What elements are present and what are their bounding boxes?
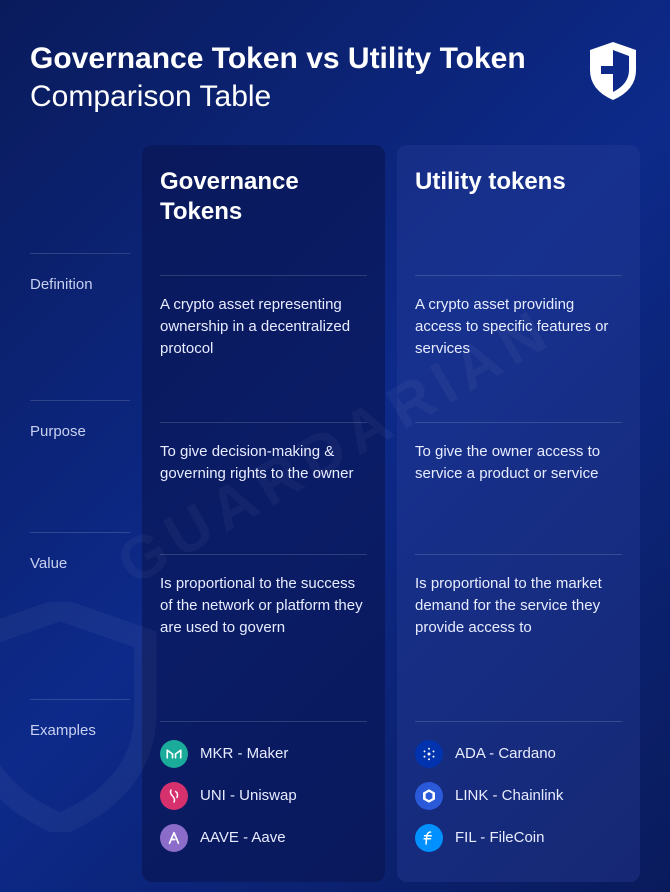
row-label-examples: Examples bbox=[30, 718, 130, 838]
infographic-container: GUARDARIAN Governance Token vs Utility T… bbox=[0, 0, 670, 892]
utility-value: Is proportional to the market demand for… bbox=[415, 573, 622, 703]
example-label: ADA - Cardano bbox=[455, 743, 556, 765]
brand-logo-icon bbox=[586, 40, 640, 102]
utility-definition: A crypto asset providing access to speci… bbox=[415, 294, 622, 404]
example-label: FIL - FileCoin bbox=[455, 827, 544, 849]
example-label: UNI - Uniswap bbox=[200, 785, 297, 807]
example-item: FIL - FileCoin bbox=[415, 824, 622, 852]
governance-header: Governance Tokens bbox=[160, 167, 367, 257]
title-light: Comparison Table bbox=[30, 80, 271, 113]
label-column: Definition Purpose Value Examples bbox=[30, 145, 130, 882]
example-item: UNI - Uniswap bbox=[160, 782, 367, 810]
row-label-purpose: Purpose bbox=[30, 419, 130, 514]
label-spacer bbox=[30, 145, 130, 235]
link-icon bbox=[415, 782, 443, 810]
example-item: MKR - Maker bbox=[160, 740, 367, 768]
comparison-table: Definition Purpose Value Examples Govern… bbox=[30, 145, 640, 882]
utility-examples: ADA - Cardano LINK - Chainlink FIL - FileC… bbox=[415, 740, 622, 860]
row-label-definition: Definition bbox=[30, 272, 130, 382]
governance-examples: MKR - Maker UNI - Uniswap AAVE - Aave bbox=[160, 740, 367, 860]
governance-definition: A crypto asset representing ownership in… bbox=[160, 294, 367, 404]
uni-icon bbox=[160, 782, 188, 810]
example-label: MKR - Maker bbox=[200, 743, 288, 765]
page-title: Governance Token vs Utility Token Compar… bbox=[30, 40, 550, 115]
aave-icon bbox=[160, 824, 188, 852]
ada-icon bbox=[415, 740, 443, 768]
example-item: AAVE - Aave bbox=[160, 824, 367, 852]
utility-header: Utility tokens bbox=[415, 167, 622, 257]
example-label: LINK - Chainlink bbox=[455, 785, 563, 807]
mkr-icon bbox=[160, 740, 188, 768]
title-bold: Governance Token vs Utility Token bbox=[30, 42, 526, 75]
governance-value: Is proportional to the success of the ne… bbox=[160, 573, 367, 703]
example-label: AAVE - Aave bbox=[200, 827, 286, 849]
fil-icon bbox=[415, 824, 443, 852]
header: Governance Token vs Utility Token Compar… bbox=[30, 40, 640, 115]
row-label-value: Value bbox=[30, 551, 130, 681]
governance-purpose: To give decision-making & governing righ… bbox=[160, 441, 367, 536]
example-item: ADA - Cardano bbox=[415, 740, 622, 768]
example-item: LINK - Chainlink bbox=[415, 782, 622, 810]
utility-purpose: To give the owner access to service a pr… bbox=[415, 441, 622, 536]
utility-column: Utility tokens A crypto asset providing … bbox=[397, 145, 640, 882]
governance-column: Governance Tokens A crypto asset represe… bbox=[142, 145, 385, 882]
